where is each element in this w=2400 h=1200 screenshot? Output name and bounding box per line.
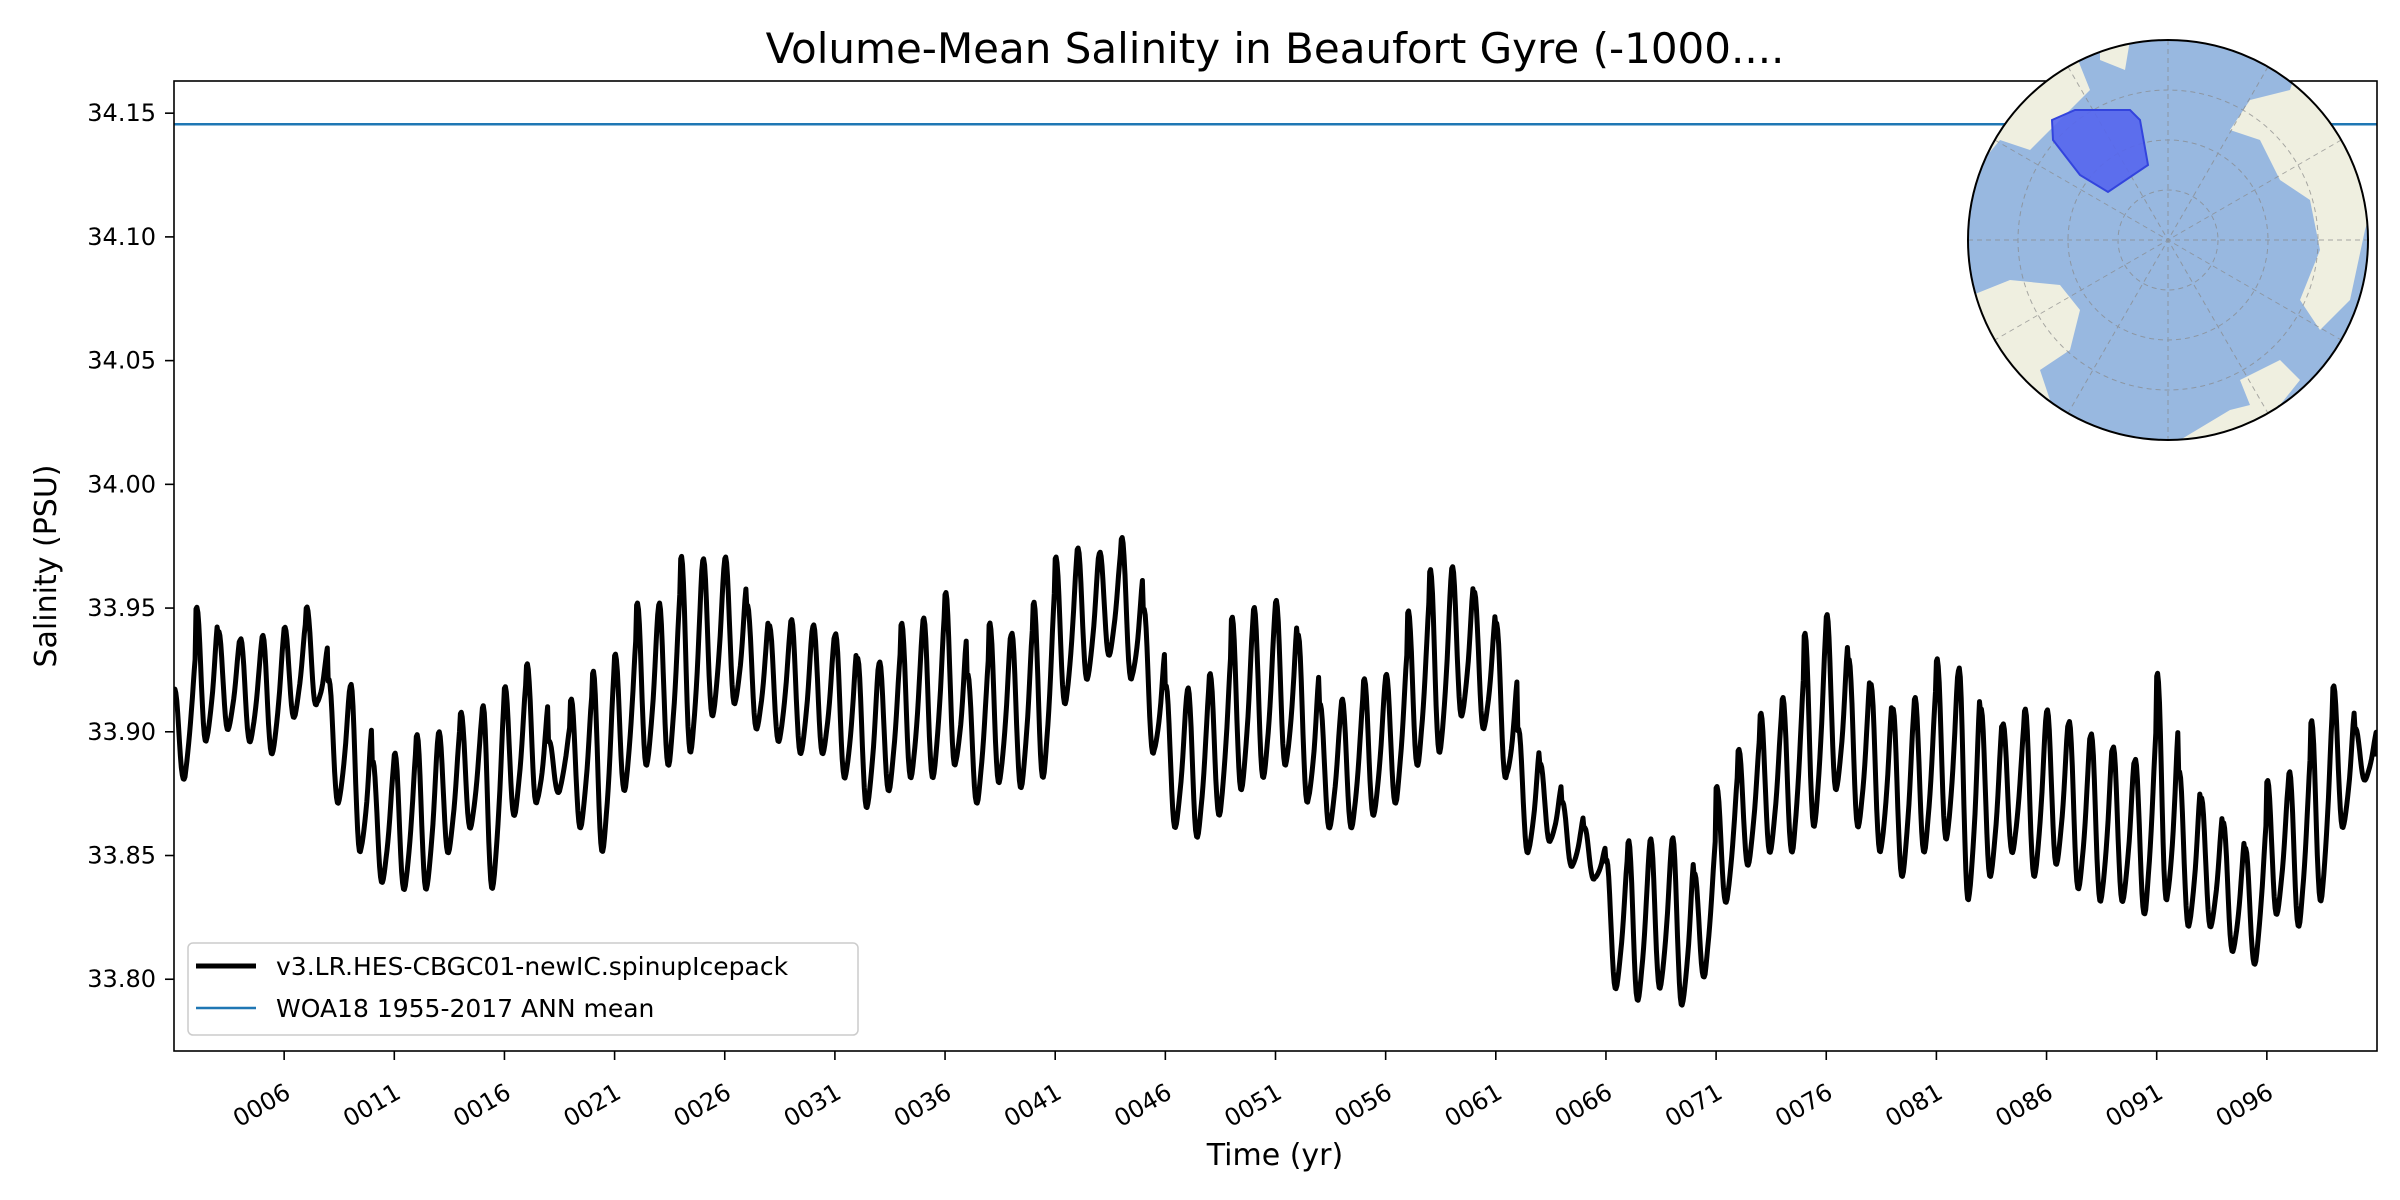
y-tick-label: 34.00: [87, 470, 156, 498]
x-axis-ticks: 0006 0011 0016 0021 0026 0031 0036 0041 0046 0051…: [228, 1051, 2278, 1133]
legend-label-woa18: WOA18 1955-2017 ANN mean: [276, 994, 654, 1023]
x-tick-label: 0066: [1550, 1078, 1617, 1133]
y-tick-label: 33.95: [87, 594, 156, 622]
x-tick-label: 0016: [449, 1078, 516, 1133]
map-region-beaufort-gyre: [2050, 109, 2150, 194]
y-tick-label: 33.90: [87, 718, 156, 746]
map-boundary: [1967, 39, 2369, 441]
x-tick-label: 0081: [1881, 1078, 1948, 1133]
chart-title: Volume-Mean Salinity in Beaufort Gyre (-…: [766, 24, 1785, 73]
x-tick-label: 0041: [999, 1078, 1066, 1133]
x-tick-label: 0091: [2101, 1078, 2168, 1133]
x-tick-label: 0056: [1330, 1078, 1397, 1133]
inset-map: [1967, 39, 2369, 441]
y-tick-label: 34.05: [87, 347, 156, 375]
y-tick-label: 33.80: [87, 965, 156, 993]
y-tick-label: 34.10: [87, 223, 156, 251]
y-tick-label: 33.85: [87, 842, 156, 870]
x-tick-label: 0061: [1440, 1078, 1507, 1133]
x-tick-label: 0021: [559, 1078, 626, 1133]
x-tick-label: 0096: [2211, 1078, 2278, 1133]
legend-frame: [187, 942, 859, 1036]
x-tick-label: 0031: [779, 1078, 846, 1133]
x-axis-label: Time (yr): [1206, 1138, 1343, 1173]
x-tick-label: 0086: [1991, 1078, 2058, 1133]
x-tick-label: 0046: [1109, 1078, 1176, 1133]
x-tick-label: 0026: [669, 1078, 736, 1133]
x-tick-label: 0036: [889, 1078, 956, 1133]
x-tick-label: 0006: [228, 1078, 295, 1133]
y-axis-label: Salinity (PSU): [29, 465, 64, 668]
legend: v3.LR.HES-CBGC01-newIC.spinupIcepack WOA…: [187, 942, 859, 1036]
x-tick-label: 0076: [1770, 1078, 1837, 1133]
series-model-line: [174, 535, 2377, 1008]
y-tick-label: 34.15: [87, 99, 156, 127]
legend-label-model: v3.LR.HES-CBGC01-newIC.spinupIcepack: [276, 952, 789, 981]
x-tick-label: 0071: [1660, 1078, 1727, 1133]
x-tick-label: 0011: [338, 1078, 405, 1133]
x-tick-label: 0051: [1220, 1078, 1287, 1133]
y-axis-ticks: 33.80 33.85 33.90 33.95 34.00 34.05 34.10 34.15: [87, 99, 174, 993]
